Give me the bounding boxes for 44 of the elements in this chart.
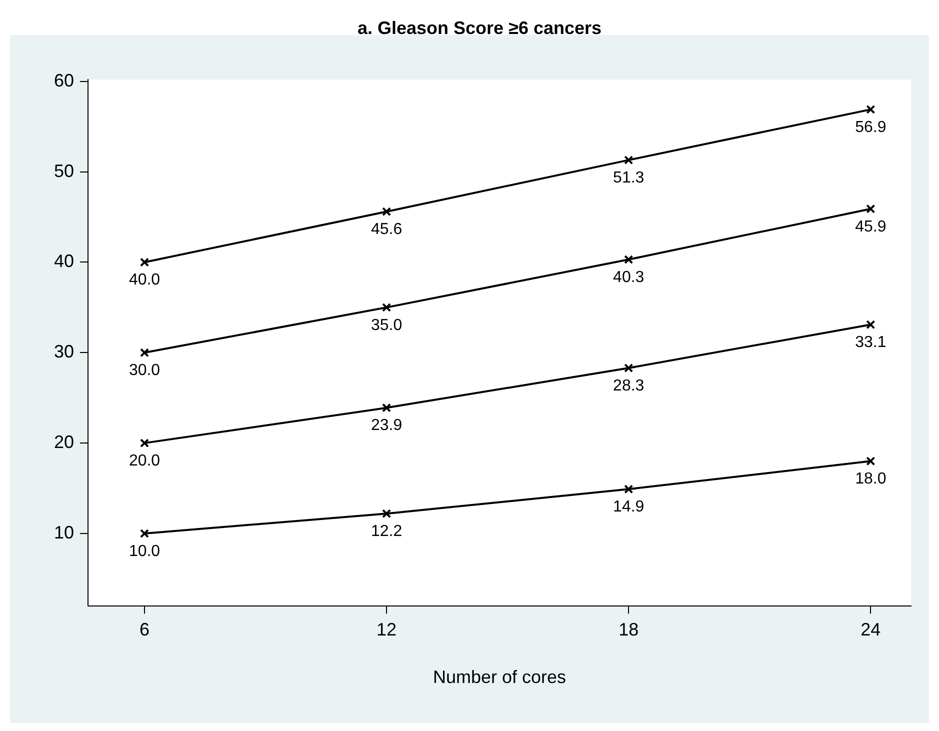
y-tick-label: 60 [54, 70, 74, 90]
point [624, 363, 634, 373]
data-label: 45.9 [855, 218, 886, 236]
point [624, 484, 634, 494]
x-tick-label: 24 [860, 620, 881, 640]
y-tick-label: 10 [54, 522, 74, 542]
x-axis-title: Number of cores [432, 667, 566, 688]
data-label: 12.2 [370, 522, 402, 540]
x-tick-label: 18 [618, 620, 639, 640]
point [140, 438, 150, 448]
data-label: 56.9 [855, 118, 886, 136]
data-label: 20.0 [128, 452, 160, 470]
x-tick-label: 6 [139, 620, 150, 640]
y-tick-label: 50 [54, 160, 74, 181]
y-tick-label: 20 [54, 432, 74, 452]
point [382, 302, 392, 312]
point [140, 348, 150, 358]
point [382, 509, 392, 518]
data-label: 45.6 [370, 221, 402, 238]
data-label: 33.1 [855, 334, 886, 352]
data-label: 10.0 [128, 542, 160, 560]
point [382, 207, 392, 216]
data-label: 40.3 [613, 268, 644, 286]
data-label: 23.9 [370, 417, 402, 434]
data-label: 18.0 [855, 470, 886, 488]
data-label: 14.9 [613, 498, 644, 516]
y-tick-label: 40 [54, 251, 74, 272]
point [866, 204, 876, 214]
point [866, 104, 876, 114]
data-label: 51.3 [613, 169, 644, 186]
data-label: 40.0 [128, 272, 160, 289]
y-tick-label: 30 [54, 342, 74, 362]
point [866, 456, 876, 466]
chart-title: a. Gleason Score ≥6 cancers [357, 18, 602, 38]
data-label: 35.0 [370, 316, 402, 334]
point [140, 528, 150, 538]
point [624, 254, 634, 264]
x-tick-label: 12 [376, 620, 397, 640]
point [140, 258, 150, 267]
data-label: 30.0 [128, 362, 160, 380]
point [624, 156, 634, 165]
point [866, 320, 876, 330]
data-label: 28.3 [613, 377, 644, 394]
point [382, 403, 392, 412]
